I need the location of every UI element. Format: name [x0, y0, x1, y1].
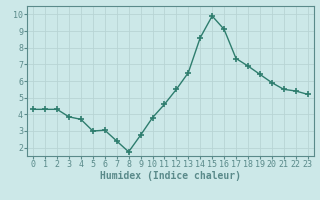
- X-axis label: Humidex (Indice chaleur): Humidex (Indice chaleur): [100, 171, 241, 181]
